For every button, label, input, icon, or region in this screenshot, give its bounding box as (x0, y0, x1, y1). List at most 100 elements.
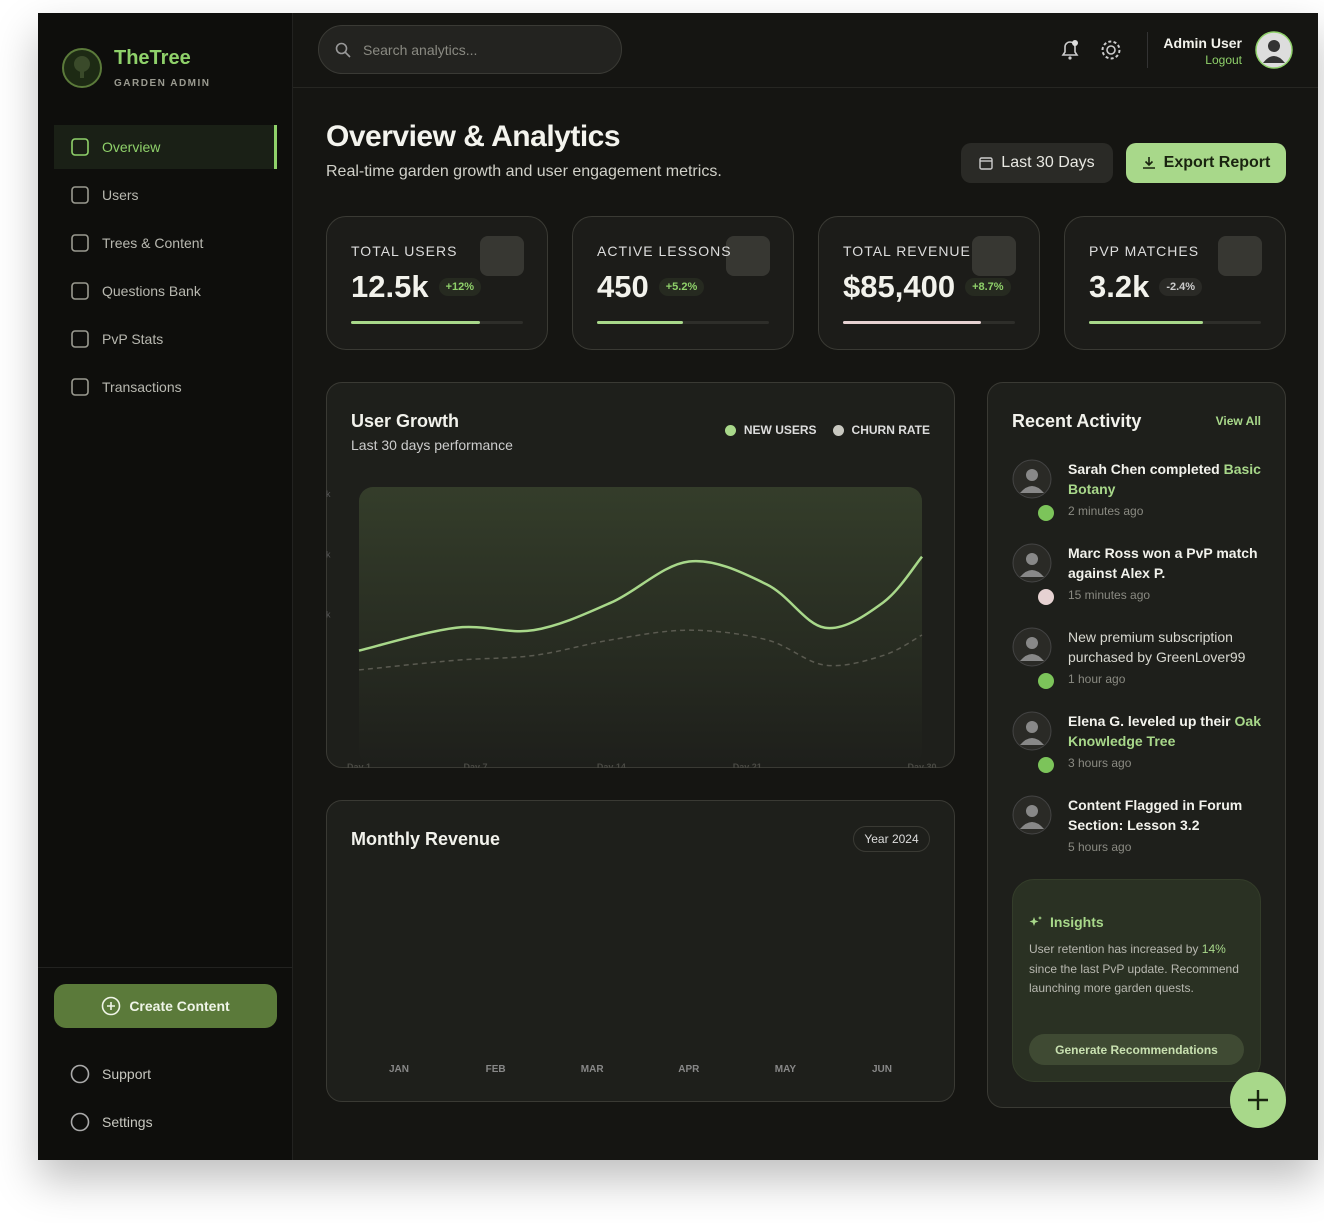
nav-icon (71, 186, 89, 204)
progress-fill (597, 321, 683, 324)
nav-label: PvP Stats (102, 331, 164, 347)
activity-time: 2 minutes ago (1068, 504, 1144, 518)
activity-avatar (1012, 711, 1054, 773)
legend-label: CHURN RATE (851, 423, 930, 437)
activity-segment: Content Flagged in Forum Section: Lesson… (1068, 797, 1243, 833)
progress-fill (1089, 321, 1203, 324)
nav-icon (71, 330, 89, 348)
y-tick-label: 15k (326, 549, 331, 559)
legend: NEW USERS CHURN RATE (724, 423, 930, 437)
nav-icon (71, 234, 89, 252)
export-button[interactable]: Export Report (1126, 143, 1286, 183)
progress-track (597, 321, 769, 324)
nav-icon (71, 282, 89, 300)
search-placeholder: Search analytics... (363, 41, 478, 58)
progress-track (843, 321, 1015, 324)
footer-item[interactable]: Settings (54, 1100, 277, 1144)
stat-row: 3.2k -2.4% (1089, 269, 1203, 305)
top-icons[interactable] (1058, 38, 1124, 62)
download-icon (1142, 157, 1155, 169)
activity-avatar (1012, 627, 1054, 689)
calendar-icon (979, 157, 993, 170)
stat-icon (972, 236, 1016, 276)
activity-time: 15 minutes ago (1068, 588, 1151, 602)
y-tick-label: 10k (326, 610, 331, 620)
stat-card (326, 216, 548, 350)
view-all[interactable]: View All (1215, 414, 1261, 428)
chart-title: User Growth (351, 411, 460, 431)
legend-swatch (832, 424, 844, 436)
x-tick-label: Day 30 (907, 762, 936, 768)
avatar[interactable] (1255, 31, 1293, 69)
generate-button[interactable]: Generate Recommendations (1029, 1034, 1244, 1065)
stat-value: 450 (597, 269, 649, 304)
progress-fill (843, 321, 981, 324)
stat-value: 3.2k (1089, 269, 1150, 304)
nav-item[interactable]: Overview (54, 125, 277, 169)
footer-label: Settings (102, 1114, 153, 1130)
sparkle-icon (1029, 916, 1042, 926)
search-box[interactable]: Search analytics... (318, 25, 622, 74)
page-title: Overview & Analytics (326, 120, 621, 153)
range-button[interactable]: Last 30 Days (961, 143, 1113, 183)
nav-label: Transactions (102, 379, 182, 395)
chart-subtitle: Last 30 days performance (351, 437, 513, 453)
activity-segment: Basic Botany (1068, 461, 1261, 497)
activity-segment: Elena G. (1068, 713, 1125, 729)
brand-subtitle: GARDEN ADMIN (114, 78, 211, 89)
nav-item[interactable]: Trees & Content (54, 221, 277, 265)
user-name: Admin User (1163, 35, 1242, 51)
month-label: APR (678, 1064, 700, 1075)
x-tick-label: Day 7 (463, 762, 487, 768)
divider (1147, 32, 1148, 68)
footer-label: Support (102, 1066, 152, 1082)
nav-label: Users (102, 187, 139, 203)
month-label: JUN (871, 1064, 892, 1075)
x-tick-label: Day 21 (733, 762, 762, 768)
stat-row: $85,400 +8.7% (843, 269, 1011, 305)
divider (38, 967, 293, 968)
insight-segment: User retention has increased by (1029, 942, 1202, 956)
activity-segment: completed (1145, 461, 1224, 477)
footer-item[interactable]: Support (54, 1052, 277, 1096)
stat-value: 12.5k (351, 269, 429, 304)
activity-time: 5 hours ago (1068, 840, 1132, 854)
month-label: MAY (774, 1064, 797, 1075)
nav-item[interactable]: Questions Bank (54, 269, 277, 313)
year-badge[interactable]: Year 2024 (853, 826, 930, 852)
activity-text: New premium subscription purchased by Gr… (1068, 627, 1268, 689)
nav-item[interactable]: PvP Stats (54, 317, 277, 361)
y-tick-label: 20k (326, 489, 331, 499)
create-button[interactable]: Create Content (54, 984, 277, 1028)
activity-text: Sarah Chen completed Basic Botany 2 minut… (1068, 459, 1268, 521)
create-label: Create Content (129, 998, 230, 1014)
nav-label: Overview (102, 139, 161, 155)
legend-item: CHURN RATE (832, 423, 930, 437)
insights-title: Insights (1050, 914, 1104, 930)
series-line (358, 629, 923, 671)
activity-text: Content Flagged in Forum Section: Lesson… (1068, 795, 1268, 857)
nav-icon (71, 378, 89, 396)
stat-label: ACTIVE LESSONS (597, 243, 732, 259)
nav-item[interactable]: Transactions (54, 365, 277, 409)
logout[interactable]: Logout (1205, 53, 1242, 67)
logo (62, 48, 102, 88)
progress-track (351, 321, 523, 324)
stat-change: +8.7% (965, 278, 1011, 296)
stat-icon (726, 236, 770, 276)
activity-time: 1 hour ago (1068, 672, 1126, 686)
legend-swatch (724, 424, 736, 436)
legend-item: NEW USERS (724, 423, 817, 437)
stat-icon (1218, 236, 1262, 276)
progress-fill (351, 321, 480, 324)
legend-label: NEW USERS (743, 423, 817, 437)
range-label: Last 30 Days (1001, 154, 1095, 171)
series-line (358, 555, 923, 652)
stat-row: 450 +5.2% (597, 269, 705, 305)
nav-item[interactable]: Users (54, 173, 277, 217)
fab[interactable] (1230, 1072, 1286, 1128)
footer-icon (70, 1064, 90, 1084)
plus-icon (102, 996, 121, 1016)
insight-segment: 14% (1201, 942, 1226, 956)
